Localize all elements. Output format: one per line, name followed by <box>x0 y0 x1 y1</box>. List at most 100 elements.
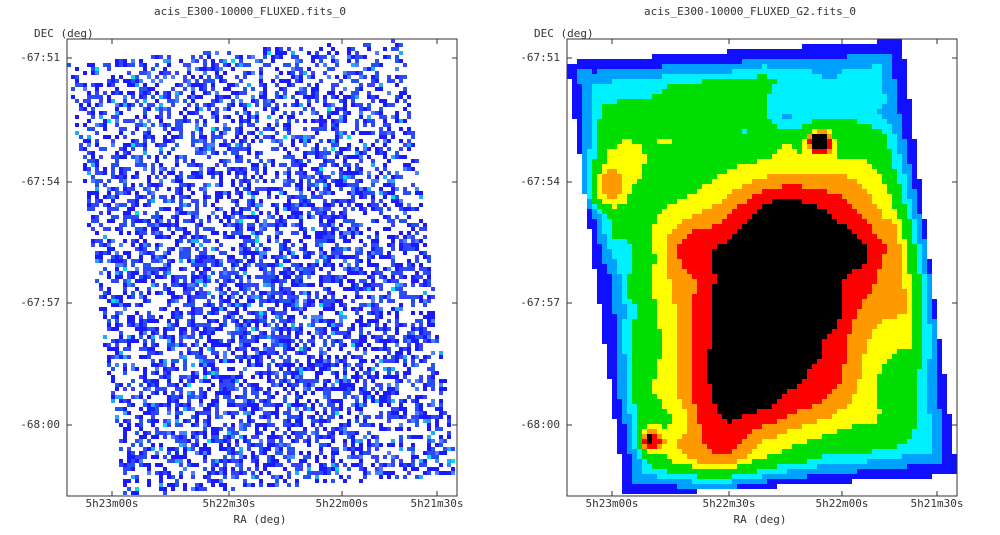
heatmap-cell <box>203 323 207 327</box>
heatmap-cell <box>211 171 215 175</box>
heatmap-cell <box>303 267 307 271</box>
heatmap-cell <box>203 251 207 255</box>
heatmap-cell <box>175 91 179 95</box>
heatmap-cell <box>403 247 407 251</box>
heatmap-cell <box>387 375 391 379</box>
heatmap-cell <box>359 287 363 291</box>
heatmap-cell <box>191 307 195 311</box>
heatmap-cell <box>203 247 207 251</box>
heatmap-cell <box>359 259 363 263</box>
heatmap-cell <box>427 383 431 387</box>
heatmap-cell <box>175 243 179 247</box>
heatmap-cell <box>387 415 391 419</box>
heatmap-cell <box>303 379 307 383</box>
heatmap-cell <box>203 363 207 367</box>
heatmap-cell <box>239 435 243 439</box>
heatmap-cell <box>375 203 379 207</box>
heatmap-cell <box>135 367 139 371</box>
heatmap-cell <box>211 347 215 351</box>
heatmap-cell <box>307 467 311 471</box>
heatmap-cell <box>335 411 339 415</box>
heatmap-cell <box>335 363 339 367</box>
heatmap-cell <box>295 415 299 419</box>
heatmap-cell <box>299 175 303 179</box>
heatmap-cell <box>303 175 307 179</box>
heatmap-cell <box>391 255 395 259</box>
heatmap-cell <box>355 103 359 107</box>
heatmap-cell <box>307 159 311 163</box>
heatmap-cell <box>227 447 231 451</box>
heatmap-cell <box>567 69 572 74</box>
heatmap-cell <box>111 75 115 79</box>
heatmap-cell <box>335 63 339 67</box>
heatmap-cell <box>757 79 762 84</box>
heatmap-cell <box>399 447 403 451</box>
heatmap-cell <box>171 455 175 459</box>
heatmap-cell <box>163 423 167 427</box>
heatmap-cell <box>411 223 415 227</box>
heatmap-cell <box>187 351 191 355</box>
heatmap-cell <box>191 183 195 187</box>
heatmap-cell <box>239 315 243 319</box>
heatmap-cell <box>211 259 215 263</box>
heatmap-cell <box>319 179 323 183</box>
heatmap-cell <box>179 439 183 443</box>
heatmap-cell <box>319 215 323 219</box>
heatmap-cell <box>415 335 419 339</box>
heatmap-cell <box>175 423 179 427</box>
heatmap-cell <box>251 391 255 395</box>
heatmap-cell <box>367 439 371 443</box>
heatmap-cell <box>387 127 391 131</box>
heatmap-cell <box>375 243 379 247</box>
heatmap-cell <box>167 287 171 291</box>
heatmap-cell <box>211 471 215 475</box>
heatmap-cell <box>335 375 339 379</box>
heatmap-cell <box>375 371 379 375</box>
heatmap-cell <box>75 99 79 103</box>
heatmap-cell <box>299 163 303 167</box>
heatmap-cell <box>363 55 367 59</box>
heatmap-cell <box>99 171 103 175</box>
heatmap-cell <box>255 311 259 315</box>
heatmap-cell <box>283 351 287 355</box>
heatmap-cell <box>283 51 287 55</box>
heatmap-cell <box>327 139 331 143</box>
heatmap-cell <box>355 223 359 227</box>
heatmap-cell <box>812 59 817 64</box>
heatmap-cell <box>327 231 331 235</box>
heatmap-cell <box>199 131 203 135</box>
heatmap-cell <box>892 49 897 54</box>
heatmap-cell <box>83 87 87 91</box>
heatmap-cell <box>187 219 191 223</box>
heatmap-cell <box>331 455 335 459</box>
heatmap-cell <box>135 75 139 79</box>
heatmap-cell <box>195 139 199 143</box>
heatmap-cell <box>219 327 223 331</box>
heatmap-cell <box>231 459 235 463</box>
heatmap-cell <box>367 67 371 71</box>
heatmap-cell <box>271 311 275 315</box>
heatmap-cell <box>295 307 299 311</box>
heatmap-cell <box>387 391 391 395</box>
heatmap-cell <box>319 247 323 251</box>
heatmap-cell <box>243 171 247 175</box>
heatmap-cell <box>359 171 363 175</box>
heatmap-cell <box>131 319 135 323</box>
heatmap-cell <box>327 259 331 263</box>
heatmap-cell <box>107 355 111 359</box>
heatmap-cell <box>211 271 215 275</box>
heatmap-cell <box>359 331 363 335</box>
heatmap-cell <box>171 431 175 435</box>
heatmap-cell <box>411 235 415 239</box>
heatmap-cell <box>263 107 267 111</box>
heatmap-cell <box>315 147 319 151</box>
heatmap-cell <box>283 319 287 323</box>
heatmap-cell <box>323 239 327 243</box>
heatmap-cell <box>752 79 757 84</box>
heatmap-cell <box>359 231 363 235</box>
heatmap-cell <box>632 69 637 74</box>
heatmap-cell <box>287 343 291 347</box>
heatmap-cell <box>191 487 195 491</box>
heatmap-cell <box>151 351 155 355</box>
heatmap-cell <box>271 147 275 151</box>
